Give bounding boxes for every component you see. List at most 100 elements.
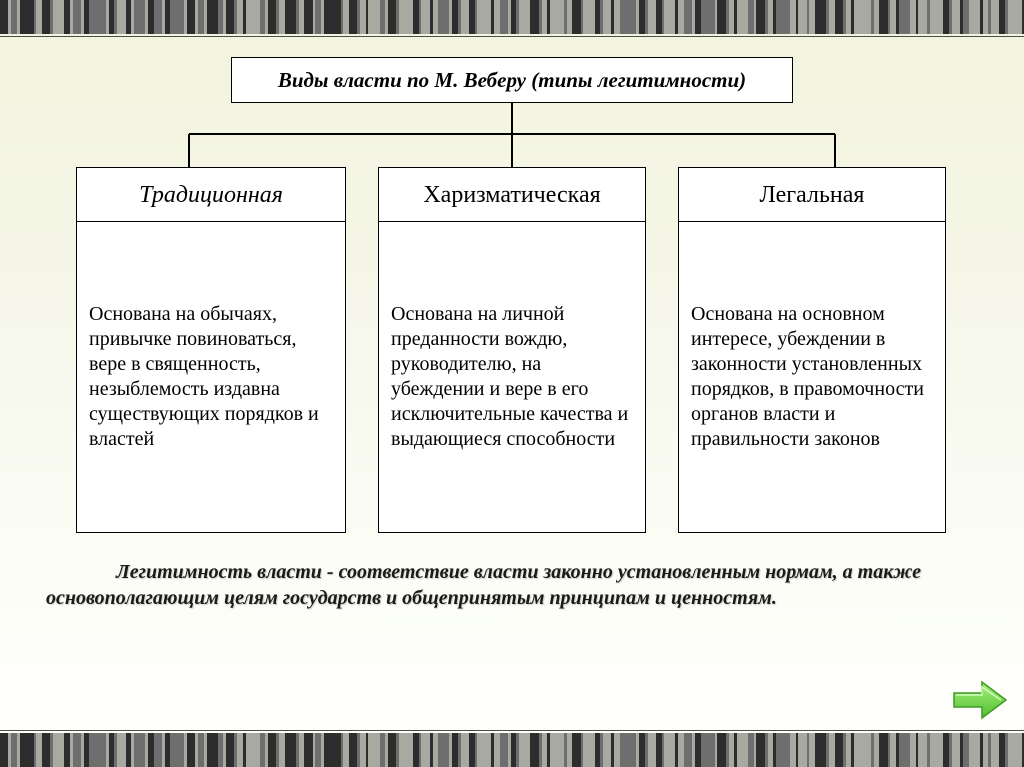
type-title-fo: Легальная bbox=[679, 168, 945, 222]
barcode-bar bbox=[500, 733, 508, 767]
barcode-bar bbox=[438, 733, 449, 767]
barcode-bar bbox=[438, 0, 449, 34]
barcode-bar bbox=[461, 0, 469, 34]
barcode-bottom bbox=[0, 733, 1024, 767]
barcode-bar bbox=[368, 0, 379, 34]
type-node-legal: Легальная Основана на основном интересе, … bbox=[679, 168, 945, 532]
barcode-bar bbox=[776, 0, 790, 34]
type-desc-fo: Основана на основном интересе, убеждении… bbox=[679, 222, 945, 532]
barcode-bar bbox=[20, 0, 34, 34]
definition-text: Легитимность власти - соответствие власт… bbox=[40, 560, 984, 611]
barcode-bar bbox=[550, 0, 564, 34]
barcode-bar bbox=[684, 733, 692, 767]
barcode-bar bbox=[930, 0, 944, 34]
barcode-bar bbox=[399, 733, 413, 767]
barcode-bar bbox=[737, 0, 748, 34]
barcode-bar bbox=[572, 0, 580, 34]
barcode-bar bbox=[304, 733, 312, 767]
barcode-bar bbox=[134, 733, 145, 767]
decor-strip-top bbox=[0, 0, 1024, 34]
type-desc-charismatic: Основана на личной преданности вождю, ру… bbox=[379, 294, 645, 460]
barcode-bar bbox=[154, 0, 162, 34]
barcode-bar bbox=[684, 0, 692, 34]
barcode-bar bbox=[952, 0, 960, 34]
barcode-bar bbox=[285, 0, 296, 34]
type-node-traditional: Традиционная Основана на обычаях, привычк… bbox=[77, 168, 345, 532]
barcode-bar bbox=[815, 733, 826, 767]
barcode-bar bbox=[583, 733, 594, 767]
type-title-traditional: Традиционная bbox=[139, 182, 283, 209]
barcode-bar bbox=[20, 733, 34, 767]
type-nodes: Традиционная Основана на обычаях, привычк… bbox=[77, 168, 945, 532]
barcode-bar bbox=[603, 0, 611, 34]
barcode-bar bbox=[1008, 733, 1022, 767]
barcode-bar bbox=[42, 0, 50, 34]
barcode-bar bbox=[798, 733, 806, 767]
barcode-bar bbox=[1008, 0, 1022, 34]
barcode-bar bbox=[854, 733, 871, 767]
barcode-bar bbox=[815, 0, 826, 34]
barcode-bar bbox=[798, 0, 806, 34]
barcode-bar bbox=[226, 733, 234, 767]
barcode-bar bbox=[930, 733, 944, 767]
barcode-bar bbox=[0, 733, 8, 767]
arrow-right-icon bbox=[952, 679, 1008, 721]
barcode-bar bbox=[969, 733, 980, 767]
barcode-bar bbox=[89, 733, 106, 767]
barcode-bar bbox=[268, 733, 276, 767]
barcode-bar bbox=[154, 733, 162, 767]
definition-indent bbox=[46, 561, 116, 583]
barcode-bar bbox=[268, 0, 276, 34]
barcode-bar bbox=[701, 733, 715, 767]
barcode-top bbox=[0, 0, 1024, 34]
diagram-title: Виды власти по М. Веберу (типы легитимно… bbox=[278, 68, 746, 93]
barcode-bar bbox=[246, 0, 260, 34]
next-arrow-button[interactable] bbox=[952, 679, 1008, 721]
barcode-bar bbox=[89, 0, 106, 34]
type-desc-fo: Основана на обычаях, привычке повиновать… bbox=[77, 222, 345, 532]
barcode-bar bbox=[117, 733, 125, 767]
barcode-bar bbox=[991, 0, 999, 34]
connectors bbox=[189, 102, 835, 168]
type-desc-traditional: Основана на обычаях, привычке повиновать… bbox=[77, 294, 345, 460]
barcode-bar bbox=[530, 0, 538, 34]
barcode-bar bbox=[500, 0, 508, 34]
barcode-bar bbox=[73, 0, 81, 34]
barcode-bar bbox=[879, 733, 887, 767]
barcode-bar bbox=[572, 733, 580, 767]
barcode-bar bbox=[349, 733, 357, 767]
barcode-bar bbox=[620, 733, 637, 767]
barcode-bar bbox=[399, 0, 413, 34]
barcode-bar bbox=[603, 733, 611, 767]
type-title-charismatic: Харизматическая bbox=[423, 182, 600, 209]
barcode-bar bbox=[226, 0, 234, 34]
barcode-bar bbox=[207, 0, 218, 34]
barcode-bar bbox=[461, 733, 469, 767]
barcode-bar bbox=[42, 733, 50, 767]
definition-body: Легитимность власти - соответствие власт… bbox=[46, 561, 921, 609]
barcode-bar bbox=[737, 733, 748, 767]
barcode-bar bbox=[53, 733, 64, 767]
barcode-bar bbox=[756, 0, 764, 34]
barcode-bar bbox=[134, 0, 145, 34]
barcode-bar bbox=[246, 733, 260, 767]
barcode-bar bbox=[583, 0, 594, 34]
root-node: Виды власти по М. Веберу (типы легитимно… bbox=[232, 58, 792, 102]
rule-line-top bbox=[0, 36, 1024, 37]
barcode-bar bbox=[477, 0, 491, 34]
barcode-bar bbox=[835, 733, 843, 767]
barcode-bar bbox=[170, 0, 184, 34]
barcode-bar bbox=[170, 733, 184, 767]
decor-strip-bottom bbox=[0, 733, 1024, 767]
type-node-charismatic: Харизматическая Основана на личной предан… bbox=[379, 168, 645, 532]
barcode-bar bbox=[388, 0, 396, 34]
type-title-legal: Легальная bbox=[760, 182, 865, 209]
barcode-bar bbox=[187, 0, 195, 34]
slide-content: Виды власти по М. Веберу (типы легитимно… bbox=[0, 38, 1024, 729]
barcode-bar bbox=[701, 0, 715, 34]
barcode-bar bbox=[388, 733, 396, 767]
type-desc-legal: Основана на основном интересе, убеждении… bbox=[679, 294, 945, 460]
barcode-bar bbox=[969, 0, 980, 34]
barcode-bar bbox=[324, 0, 341, 34]
barcode-bar bbox=[664, 0, 675, 34]
